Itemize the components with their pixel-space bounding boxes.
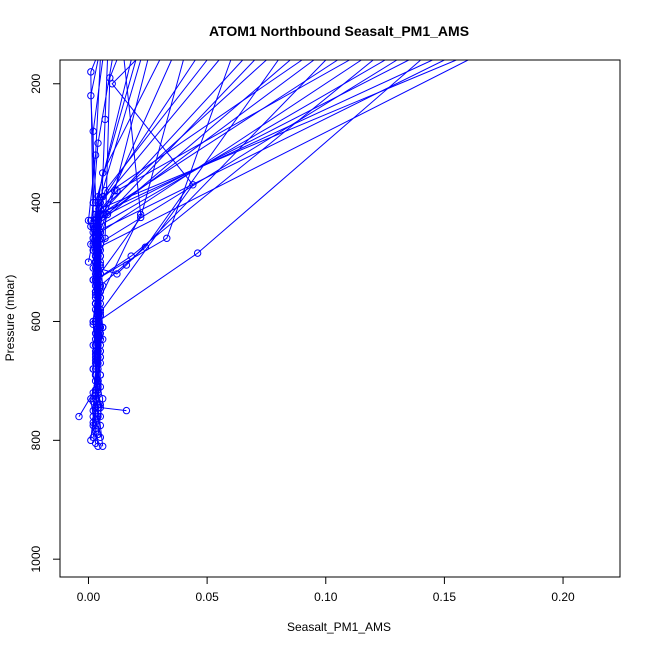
x-tick-label: 0.10 xyxy=(314,590,338,604)
data-point xyxy=(101,234,109,242)
data-point xyxy=(87,68,95,76)
data-point xyxy=(96,305,105,314)
series-line xyxy=(88,60,142,263)
y-tick-label: 600 xyxy=(29,311,43,331)
data-point xyxy=(91,210,100,219)
x-tick-label: 0.15 xyxy=(433,590,457,604)
series-line xyxy=(95,60,194,381)
series-line xyxy=(95,60,457,257)
data-point xyxy=(91,353,100,361)
data-point xyxy=(99,442,107,450)
x-axis: 0.00 0.05 0.10 0.15 0.20 xyxy=(77,576,575,604)
y-tick-label: 1000 xyxy=(29,546,43,573)
series-line xyxy=(92,60,137,251)
data-point xyxy=(96,400,105,409)
y-tick-label: 200 xyxy=(29,73,43,93)
x-axis-label: Seasalt_PM1_AMS xyxy=(287,620,391,634)
series-line xyxy=(95,60,410,269)
series-line xyxy=(90,60,104,340)
data-point xyxy=(84,258,93,266)
data-point xyxy=(189,181,197,189)
y-tick-label: 800 xyxy=(29,430,43,450)
data-point xyxy=(136,210,145,219)
y-axis: 200 400 600 800 1000 xyxy=(29,73,61,573)
data-point xyxy=(75,412,83,421)
data-point xyxy=(87,91,95,100)
series-line xyxy=(95,60,398,435)
series-layer xyxy=(75,60,469,450)
data-point xyxy=(84,216,93,225)
data-point xyxy=(89,421,97,430)
chart-title: ATOM1 Northbound Seasalt_PM1_AMS xyxy=(209,23,469,39)
x-tick-label: 0.05 xyxy=(195,590,219,604)
x-tick-label: 0.20 xyxy=(551,590,575,604)
series-line xyxy=(95,60,220,316)
data-point xyxy=(89,234,97,242)
y-tick-label: 400 xyxy=(29,192,43,212)
series-line xyxy=(92,60,469,426)
data-point xyxy=(91,341,100,349)
data-point xyxy=(96,421,105,430)
series-line xyxy=(90,60,132,245)
y-axis-label: Pressure (mbar) xyxy=(3,275,17,362)
series-line xyxy=(95,60,267,304)
data-point xyxy=(89,365,97,373)
data-point xyxy=(163,234,171,242)
data-point xyxy=(193,249,202,257)
data-point xyxy=(101,115,109,124)
data-point xyxy=(122,406,131,415)
data-point xyxy=(94,139,102,147)
x-tick-label: 0.00 xyxy=(77,590,101,604)
series-line xyxy=(92,60,142,370)
data-point xyxy=(89,127,97,136)
data-point xyxy=(94,341,102,349)
series-line xyxy=(95,60,172,358)
series-line xyxy=(95,60,315,292)
